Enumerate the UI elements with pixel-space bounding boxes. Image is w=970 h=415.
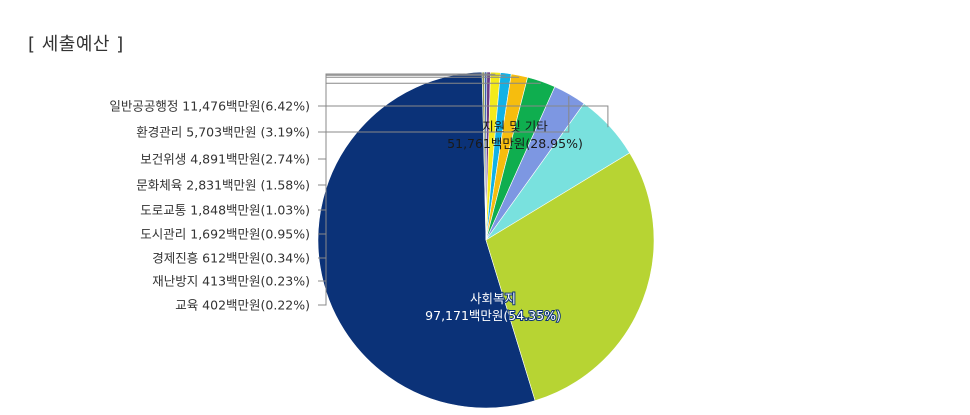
pie-slice-10 xyxy=(485,152,655,402)
outside-label: 경제진흥 612백만원(0.34%) xyxy=(152,251,310,266)
outside-label: 도로교통 1,848백만원(1.03%) xyxy=(140,203,310,218)
leader-line xyxy=(318,105,609,128)
slice-label-name: 사회복지 xyxy=(470,291,516,306)
outside-label: 보건위생 4,891백만원(2.74%) xyxy=(140,152,310,167)
outside-label: 재난방지 413백만원(0.23%) xyxy=(152,274,310,289)
leader-line xyxy=(318,73,484,306)
slice-label-value: 97,171백만원(54.35%) xyxy=(425,308,561,323)
outside-label: 문화체육 2,831백만원 (1.58%) xyxy=(136,178,310,193)
outside-label: 환경관리 5,703백만원 (3.19%) xyxy=(136,125,310,140)
chart-title: [ 세출예산 ] xyxy=(28,34,124,55)
leader-line xyxy=(318,96,570,133)
outside-label: 일반공공행정 11,476백만원(6.42%) xyxy=(109,99,310,114)
slice-label-name: 지원 및 기타 xyxy=(482,119,548,134)
pie-slice-0 xyxy=(317,71,536,409)
outside-label: 도시관리 1,692백만원(0.95%) xyxy=(140,227,310,242)
slice-label-value: 51,761백만원(28.95%) xyxy=(447,136,583,151)
outside-label: 교육 402백만원(0.22%) xyxy=(175,298,310,313)
